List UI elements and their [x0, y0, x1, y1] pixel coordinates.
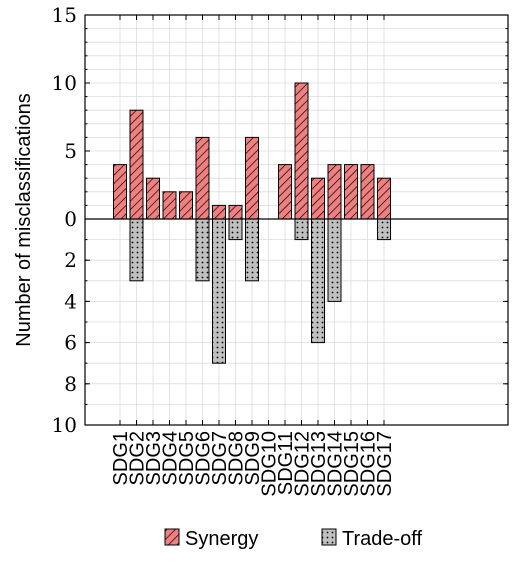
bar-tradeoff-sdg7 [212, 218, 226, 364]
bar-tradeoff-sdg17 [377, 218, 391, 241]
bar-synergy-sdg4 [162, 191, 177, 220]
y-tick-label: 15 [52, 3, 77, 27]
bar-synergy-sdg5 [179, 191, 193, 220]
x-tick-label-sdg3: SDG3 [143, 431, 165, 485]
x-tick-label-sdg11: SDG11 [275, 431, 297, 495]
bar-synergy-sdg6 [195, 136, 210, 220]
y-axis-label: Number of misclassifications [13, 93, 35, 346]
bars [113, 82, 391, 364]
legend-swatch-trade-off [321, 528, 337, 546]
x-tick-label-sdg9: SDG9 [242, 431, 264, 485]
plot-frame [84, 14, 509, 426]
y-tick-label: 0 [64, 207, 77, 231]
x-tick-label-sdg7: SDG7 [209, 431, 231, 485]
y-tick-label: 4 [64, 289, 77, 313]
x-tick-label-sdg6: SDG6 [193, 431, 215, 485]
bar-tradeoff-sdg9 [245, 218, 259, 282]
x-tick-label-sdg5: SDG5 [176, 431, 198, 485]
legend-swatch-synergy [164, 528, 180, 546]
y-tick-label: 2 [64, 248, 77, 272]
x-tick-label-sdg14: SDG14 [325, 431, 347, 497]
bar-synergy-sdg12 [294, 82, 309, 220]
x-tick-label-sdg4: SDG4 [160, 431, 182, 485]
bar-synergy-sdg14 [327, 164, 342, 220]
bar-synergy-sdg2 [129, 109, 144, 220]
bar-synergy-sdg3 [146, 177, 160, 220]
y-tick-label: 10 [52, 71, 77, 95]
bar-synergy-sdg16 [360, 164, 375, 220]
x-tick-label-sdg8: SDG8 [226, 431, 248, 485]
y-tick-label: 6 [64, 331, 77, 355]
bar-tradeoff-sdg8 [228, 218, 243, 241]
bar-tradeoff-sdg12 [294, 218, 309, 241]
bar-synergy-sdg7 [212, 204, 226, 220]
bar-tradeoff-sdg14 [327, 218, 342, 302]
legend: Synergy Trade-off [164, 528, 422, 550]
y-tick-label: 10 [52, 413, 77, 437]
bar-tradeoff-sdg2 [129, 218, 144, 282]
axes: 0 5 10 15 2 4 6 8 10 SDG1SDG2SDG3SDG4SDG5SDG6SDG7… [52, 3, 509, 497]
bar-synergy-sdg17 [377, 177, 391, 220]
bar-synergy-sdg11 [278, 164, 292, 220]
x-tick-label-sdg12: SDG12 [292, 431, 314, 497]
x-tick-label-sdg13: SDG13 [308, 431, 330, 497]
bar-synergy-sdg13 [311, 177, 325, 220]
bar-synergy-sdg1 [113, 164, 127, 220]
x-tick-label-sdg2: SDG2 [127, 431, 149, 485]
y-tick-label: 5 [64, 139, 77, 163]
x-tick-label-sdg10: SDG10 [259, 431, 281, 497]
x-tick-label-sdg15: SDG15 [341, 431, 363, 497]
y-tick-label: 8 [64, 372, 77, 396]
legend-label-synergy: Synergy [185, 528, 258, 550]
x-tick-label-sdg17: SDG17 [374, 431, 396, 497]
bar-tradeoff-sdg13 [311, 218, 325, 344]
bar-tradeoff-sdg6 [195, 218, 210, 282]
bar-synergy-sdg8 [228, 204, 243, 220]
bar-synergy-sdg9 [245, 136, 259, 220]
x-tick-label-sdg16: SDG16 [358, 431, 380, 497]
bar-synergy-sdg15 [344, 164, 358, 220]
legend-label-trade-off: Trade-off [342, 528, 422, 550]
x-tick-label-sdg1: SDG1 [110, 431, 132, 485]
